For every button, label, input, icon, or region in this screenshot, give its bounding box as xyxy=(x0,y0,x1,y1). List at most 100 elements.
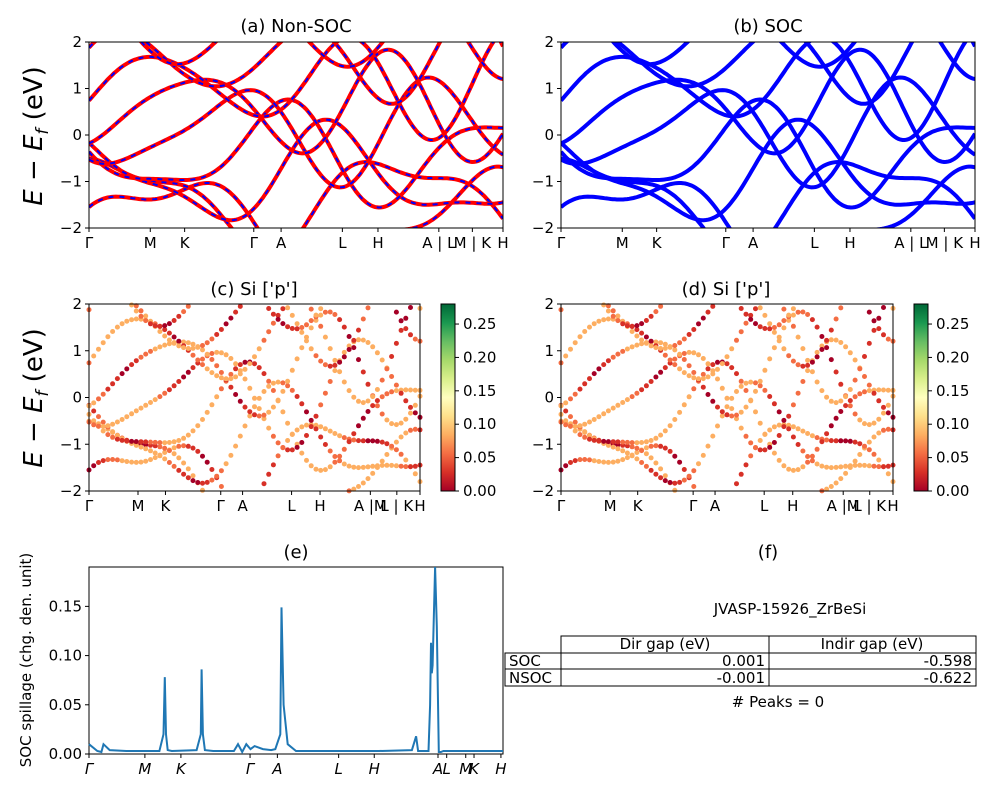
colorbar-tick-label-5: 0.00 xyxy=(936,482,969,500)
scatter-point-121 xyxy=(166,460,172,465)
scatter-point-206 xyxy=(233,366,239,372)
scatter-point-229 xyxy=(341,446,347,452)
scatter-point-327 xyxy=(605,358,611,364)
scatter-point-343 xyxy=(681,357,687,362)
scatter-point-470 xyxy=(686,332,692,337)
scatter-point-445 xyxy=(379,377,385,383)
x-tick-label-8: M | K xyxy=(926,234,965,252)
scatter-point-381 xyxy=(862,421,867,427)
scatter-point-98 xyxy=(866,447,872,453)
scatter-point-267 xyxy=(185,369,191,375)
scatter-point-197 xyxy=(190,428,196,434)
scatter-point-523 xyxy=(881,332,886,338)
scatter-point-87 xyxy=(341,435,347,441)
scatter-point-426 xyxy=(266,329,272,335)
y-tick-label-4: −2 xyxy=(532,482,554,500)
scatter-point-430 xyxy=(308,306,314,312)
scatter-point-92 xyxy=(838,438,844,444)
scatter-point-123 xyxy=(176,467,182,473)
x-tick-label-10: K xyxy=(469,760,480,778)
scatter-point-338 xyxy=(658,340,664,346)
scatter-point-356 xyxy=(743,404,749,410)
scatter-point-157 xyxy=(337,458,343,464)
scatter-point-467 xyxy=(200,343,205,348)
scatter-point-4 xyxy=(105,457,111,463)
scatter-point-359 xyxy=(285,378,291,384)
scatter-point-410 xyxy=(662,352,668,358)
scatter-point-410 xyxy=(190,352,196,358)
scatter-point-499 xyxy=(620,321,626,327)
scatter-point-422 xyxy=(247,361,253,367)
scatter-point-150 xyxy=(776,409,782,415)
scatter-point-138 xyxy=(719,413,725,419)
scatter-point-142 xyxy=(738,383,744,389)
colorbar-tick-label-4: 0.05 xyxy=(936,449,969,467)
scatter-point-412 xyxy=(200,362,205,368)
scatter-point-164 xyxy=(370,463,376,469)
scatter-point-308 xyxy=(852,357,858,363)
x-tick-label-4: A xyxy=(271,760,282,778)
x-tick-label-5: L xyxy=(287,497,296,515)
scatter-point-25 xyxy=(204,459,210,465)
scatter-point-130 xyxy=(681,477,687,483)
scatter-point-514 xyxy=(767,326,773,332)
scatter-point-43 xyxy=(885,426,891,432)
scatter-point-60 xyxy=(157,444,163,450)
scatter-point-199 xyxy=(672,417,678,422)
scatter-point-294 xyxy=(313,413,319,419)
scatter-point-81 xyxy=(786,422,792,428)
scatter-point-191 xyxy=(162,440,168,446)
scatter-point-244 xyxy=(412,387,418,393)
x-tick-label-0: Γ xyxy=(557,497,566,515)
scatter-point-497 xyxy=(610,313,616,319)
scatter-point-195 xyxy=(653,435,659,441)
scatter-point-28 xyxy=(218,484,224,489)
scatter-point-357 xyxy=(275,397,281,403)
x-tick-label-0: Γ xyxy=(557,234,566,252)
scatter-point-93 xyxy=(370,438,376,444)
scatter-point-480 xyxy=(304,338,309,344)
scatter-point-314 xyxy=(881,404,886,410)
scatter-point-313 xyxy=(876,398,882,404)
scatter-point-363 xyxy=(304,334,309,340)
scatter-point-463 xyxy=(181,345,187,351)
scatter-point-331 xyxy=(152,346,158,352)
scatter-point-6 xyxy=(114,457,120,463)
table-row-nsoc-dir: -0.001 xyxy=(717,669,765,687)
scatter-point-347 xyxy=(228,384,234,390)
scatter-point-128 xyxy=(672,480,678,486)
scatter-point-155 xyxy=(327,448,333,454)
colorbar-tick-label-3: 0.10 xyxy=(936,415,969,433)
scatter-point-20 xyxy=(653,443,659,449)
scatter-point-34 xyxy=(843,470,849,476)
scatter-point-347 xyxy=(700,384,706,390)
scatter-point-420 xyxy=(237,371,243,377)
scatter-point-275 xyxy=(696,352,701,358)
scatter-point-22 xyxy=(662,445,668,451)
scatter-point-465 xyxy=(190,345,196,351)
scatter-point-172 xyxy=(881,464,886,470)
scatter-point-496 xyxy=(133,308,139,314)
scatter-point-398 xyxy=(605,316,611,322)
scatter-point-351 xyxy=(247,409,253,415)
scatter-point-143 xyxy=(743,380,749,386)
scatter-point-306 xyxy=(843,344,849,350)
band-dash-8 xyxy=(139,42,503,80)
scatter-point-96 xyxy=(384,441,390,447)
scatter-point-303 xyxy=(828,337,834,343)
band-dash-5 xyxy=(89,48,503,164)
scatter-point-319 xyxy=(96,396,101,402)
scatter-point-167 xyxy=(384,462,390,468)
scatter-point-13 xyxy=(148,457,153,463)
scatter-point-348 xyxy=(705,392,711,397)
colorbar-tick-label-2: 0.15 xyxy=(463,382,496,400)
scatter-point-512 xyxy=(285,324,291,330)
scatter-point-508 xyxy=(738,306,744,311)
scatter-point-240 xyxy=(866,388,872,394)
scatter-point-453 xyxy=(605,303,611,309)
scatter-point-280 xyxy=(247,385,253,391)
scatter-point-139 xyxy=(252,404,257,410)
scatter-point-253 xyxy=(591,417,597,422)
scatter-point-69 xyxy=(200,487,205,493)
